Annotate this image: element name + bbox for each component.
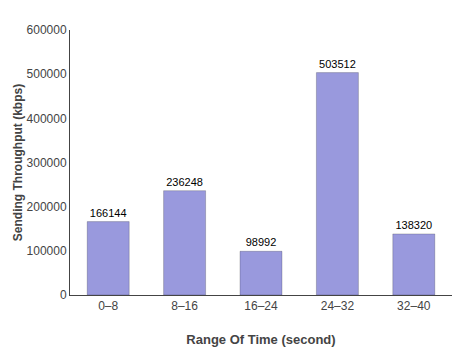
svg-text:166144: 166144 (90, 207, 127, 219)
svg-text:24–32: 24–32 (321, 299, 355, 313)
svg-text:8–16: 8–16 (171, 299, 198, 313)
svg-text:98992: 98992 (246, 236, 277, 248)
svg-text:200000: 200000 (27, 200, 67, 214)
svg-text:500000: 500000 (27, 67, 67, 81)
svg-text:0–8: 0–8 (98, 299, 118, 313)
svg-text:600000: 600000 (27, 23, 67, 37)
svg-text:Range Of Time (second): Range Of Time (second) (186, 332, 335, 347)
svg-text:236248: 236248 (166, 176, 203, 188)
svg-text:300000: 300000 (27, 156, 67, 170)
svg-text:Sending Throughput (kbps): Sending Throughput (kbps) (11, 84, 25, 241)
svg-text:138320: 138320 (395, 219, 432, 231)
svg-text:16–24: 16–24 (244, 299, 278, 313)
svg-text:400000: 400000 (27, 112, 67, 126)
svg-text:503512: 503512 (319, 58, 356, 70)
svg-text:32–40: 32–40 (397, 299, 431, 313)
svg-text:100000: 100000 (27, 244, 67, 258)
svg-text:0: 0 (60, 288, 67, 302)
